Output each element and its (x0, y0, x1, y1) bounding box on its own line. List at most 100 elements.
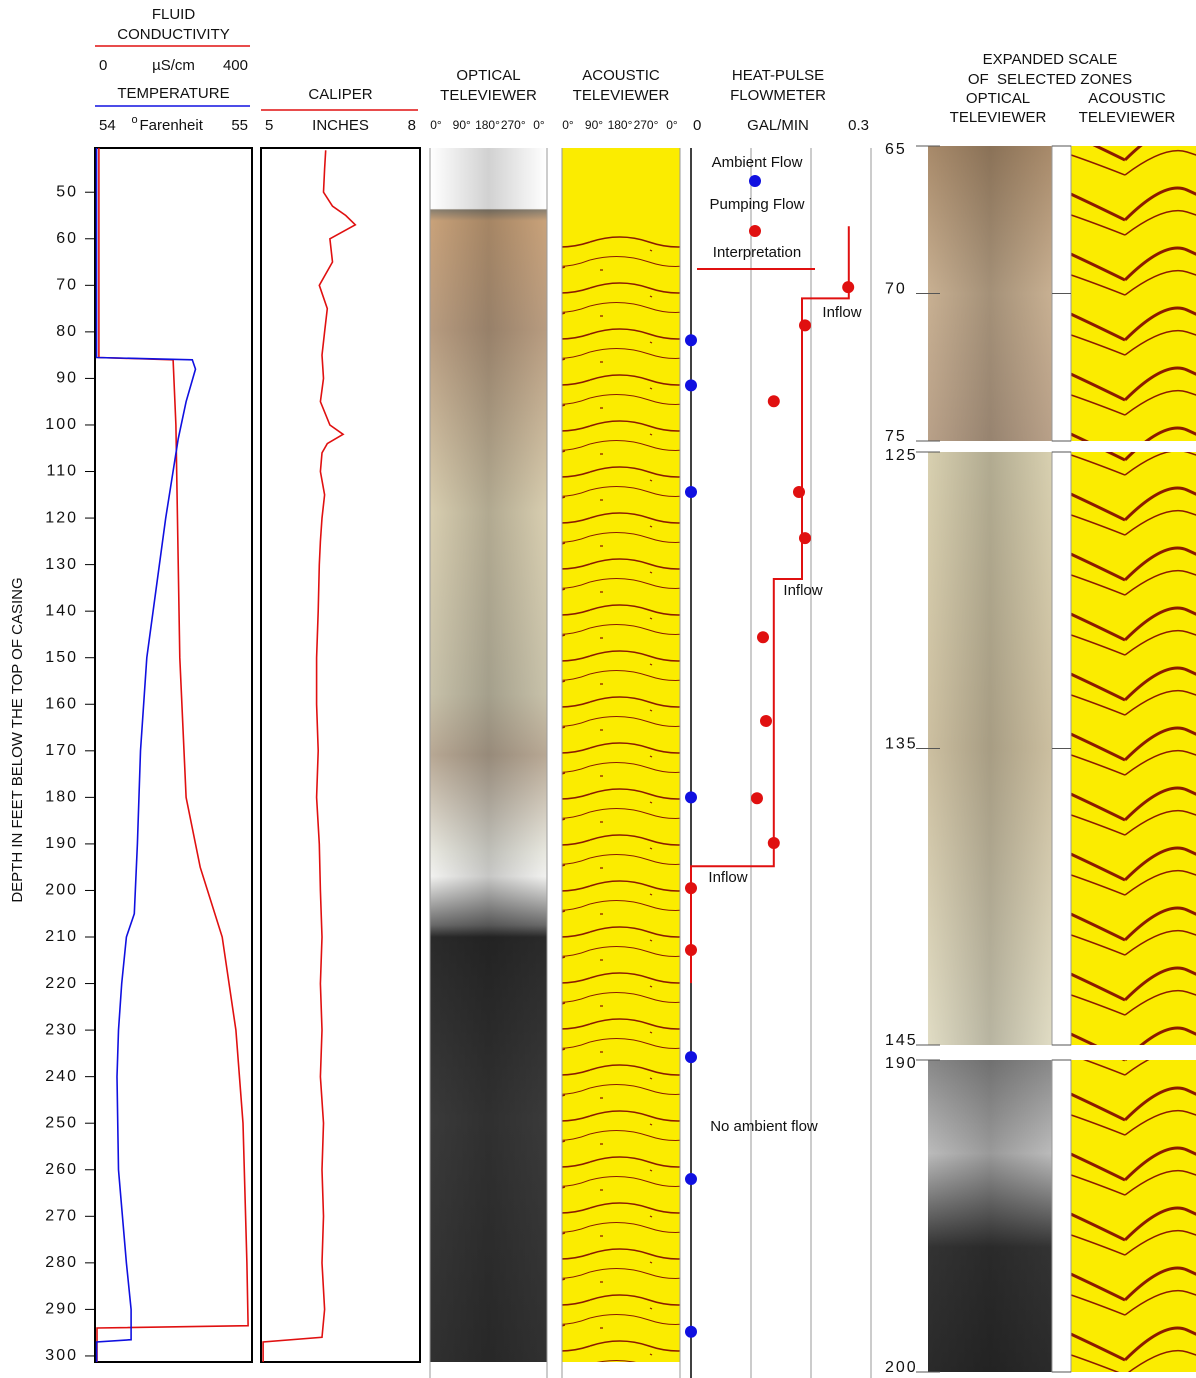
expanded-optical-core (928, 1060, 1052, 1372)
x-tick-label: 180° (608, 118, 633, 132)
flow-point (685, 334, 697, 346)
x-tick-label: 90° (585, 118, 603, 132)
legend-label: Interpretation (713, 244, 801, 261)
x-tick-label: 0° (430, 118, 442, 132)
x-tick-label: 0 (693, 117, 701, 134)
expanded-optical-core (928, 146, 1052, 441)
y-tick-label: 180 (45, 789, 78, 806)
zone-tick-label: 135 (885, 736, 918, 753)
series-label: TEMPERATURE (117, 85, 229, 102)
track-label: ACOUSTIC (582, 67, 660, 84)
annotation: Inflow (783, 582, 822, 599)
track-label: TELEVIEWER (440, 87, 537, 104)
flow-point (799, 532, 811, 544)
y-tick-label: 290 (45, 1301, 78, 1318)
flow-point (685, 486, 697, 498)
flow-point (757, 631, 769, 643)
series-label: CONDUCTIVITY (117, 26, 230, 43)
y-tick-label: 60 (56, 230, 78, 247)
x-tick-label: 270° (634, 118, 659, 132)
optical-core (430, 148, 547, 1362)
track-label: OPTICAL (456, 67, 520, 84)
flow-point (751, 792, 763, 804)
legend-marker (749, 175, 761, 187)
expanded-title: EXPANDED SCALE (983, 51, 1118, 68)
x-tick-label: 90° (453, 118, 471, 132)
y-tick-label: 250 (45, 1114, 78, 1131)
track-frame (261, 148, 420, 1362)
unit: Farenheit (140, 117, 204, 134)
log-curve (263, 150, 355, 1362)
y-tick-label: 280 (45, 1254, 78, 1271)
expanded-title: OF SELECTED ZONES (968, 71, 1132, 88)
column-label: TELEVIEWER (1079, 109, 1176, 126)
zone-tick-label: 75 (885, 428, 907, 445)
column-label: TELEVIEWER (950, 109, 1047, 126)
x-tick-label: 5 (265, 117, 273, 134)
unit: µS/cm (152, 57, 195, 74)
x-tick-label: 180° (475, 118, 500, 132)
y-tick-label: 70 (56, 277, 78, 294)
flow-point (793, 486, 805, 498)
flow-point (685, 791, 697, 803)
column-label: OPTICAL (966, 90, 1030, 107)
y-tick-label: 200 (45, 882, 78, 899)
x-tick-label: 0 (99, 57, 107, 74)
y-tick-label: 170 (45, 742, 78, 759)
y-tick-label: 50 (56, 183, 78, 200)
x-tick-label: 0.3 (848, 117, 869, 134)
flow-point (685, 1326, 697, 1338)
x-tick-label: 54 (99, 117, 116, 134)
y-tick-label: 240 (45, 1068, 78, 1085)
legend-label: Pumping Flow (709, 196, 804, 213)
zone-tick-label: 145 (885, 1032, 918, 1049)
y-tick-label: 150 (45, 649, 78, 666)
x-tick-label: 8 (408, 117, 416, 134)
acoustic-top (562, 148, 680, 226)
expanded-acoustic (1071, 146, 1196, 441)
expanded-optical-core (928, 452, 1052, 1045)
y-tick-label: 100 (45, 416, 78, 433)
y-tick-label: 120 (45, 509, 78, 526)
series-label: FLUID (152, 6, 196, 23)
unit: GAL/MIN (747, 117, 809, 134)
y-tick-label: 90 (56, 370, 78, 387)
y-tick-label: 80 (56, 323, 78, 340)
y-tick-label: 270 (45, 1208, 78, 1225)
legend-label: Ambient Flow (712, 154, 803, 171)
acoustic-image (562, 148, 680, 1362)
x-tick-label: 0° (562, 118, 574, 132)
y-tick-label: 130 (45, 556, 78, 573)
zone-tick-label: 125 (885, 447, 918, 464)
annotation: Inflow (822, 304, 861, 321)
track-label: HEAT-PULSE (732, 67, 824, 84)
annotation: No ambient flow (710, 1118, 818, 1135)
x-tick-label: 0° (666, 118, 678, 132)
zone-tick-label: 200 (885, 1359, 918, 1376)
expanded-acoustic (1071, 1060, 1196, 1372)
zone-tick-label: 190 (885, 1055, 918, 1072)
column-label: ACOUSTIC (1088, 90, 1166, 107)
y-axis-label: DEPTH IN FEET BELOW THE TOP OF CASING (9, 577, 26, 902)
expanded-acoustic (1071, 452, 1196, 1045)
y-tick-label: 210 (45, 928, 78, 945)
track-label: FLOWMETER (730, 87, 826, 104)
y-tick-label: 160 (45, 695, 78, 712)
series-label: CALIPER (308, 86, 372, 103)
y-tick-label: 190 (45, 835, 78, 852)
legend-marker (749, 225, 761, 237)
flow-point (799, 319, 811, 331)
log-curve (97, 148, 196, 1362)
y-tick-label: 230 (45, 1021, 78, 1038)
track-frame (95, 148, 252, 1362)
x-tick-label: 55 (231, 117, 248, 134)
flow-point (760, 715, 772, 727)
y-tick-label: 110 (46, 463, 78, 480)
y-tick-label: 300 (45, 1347, 78, 1364)
y-tick-label: 140 (45, 602, 78, 619)
flow-point (685, 1173, 697, 1185)
y-tick-label: 260 (45, 1161, 78, 1178)
x-tick-label: 270° (501, 118, 526, 132)
unit-sup: o (132, 114, 138, 126)
well-log-figure: DEPTH IN FEET BELOW THE TOP OF CASING506… (0, 0, 1196, 1378)
